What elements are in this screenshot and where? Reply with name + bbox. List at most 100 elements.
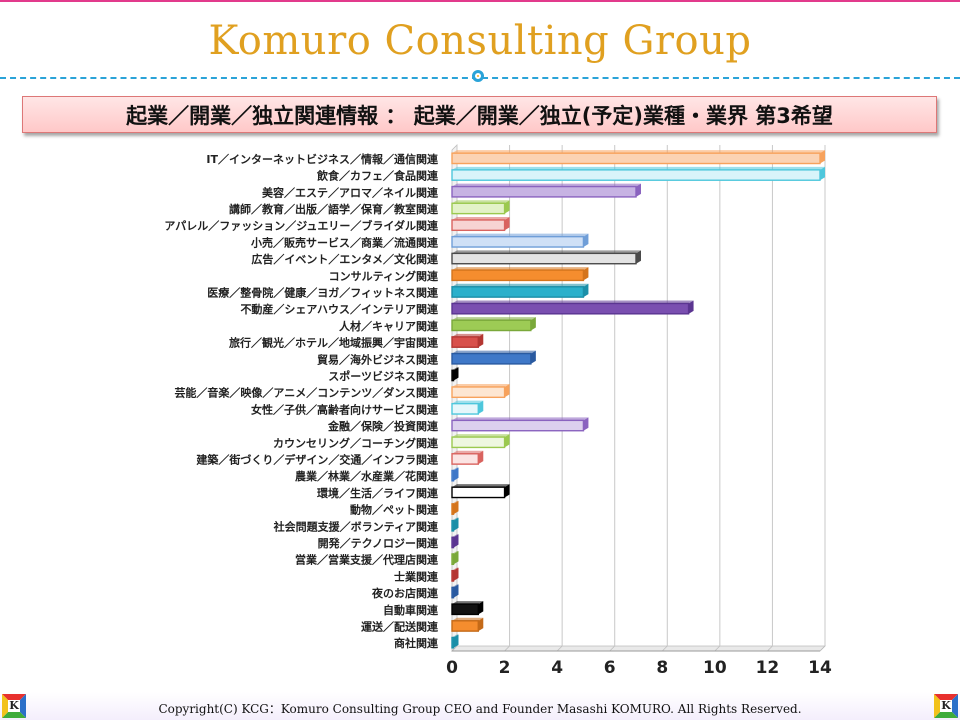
bar-top <box>452 183 641 187</box>
category-label: 飲食／カフェ／食品関連 <box>316 169 439 183</box>
bar-face <box>451 302 690 315</box>
category-label: カウンセリング／コーチング関連 <box>273 436 439 450</box>
gridline-foot <box>767 645 773 652</box>
top-accent-band <box>0 0 960 12</box>
bar-top <box>452 601 484 605</box>
bar-face <box>451 185 637 198</box>
bar-side <box>478 333 484 348</box>
bar-top <box>452 333 484 337</box>
bar-side <box>453 367 459 381</box>
bar-face <box>451 553 455 566</box>
bar <box>451 283 589 298</box>
bar-face <box>451 536 455 549</box>
category-label: 自動車関連 <box>383 603 439 617</box>
bar <box>451 216 510 232</box>
category-label: 建築／街づくり／デザイン／交通／インフラ関連 <box>196 452 439 466</box>
bar <box>451 467 459 482</box>
x-tick-label: 8 <box>656 658 668 678</box>
bar <box>451 150 825 165</box>
bar <box>451 450 484 465</box>
footer-bar <box>0 692 960 720</box>
bar-top <box>452 200 510 204</box>
category-label: 開発／テクノロジー関連 <box>318 536 439 550</box>
bar-side <box>504 434 510 448</box>
bar-side <box>453 467 459 481</box>
bar-side <box>688 300 694 314</box>
bar-face <box>451 319 532 332</box>
bar-top <box>452 534 459 538</box>
bar-top <box>452 517 459 521</box>
bar-top <box>452 317 536 321</box>
bar-face <box>451 152 821 165</box>
x-tick-label: 10 <box>703 658 727 678</box>
bar-top <box>452 250 641 254</box>
bar-side <box>530 317 536 331</box>
bar-face <box>451 419 585 432</box>
bar <box>451 333 484 348</box>
logo-letter: K <box>8 699 20 712</box>
bar-face <box>451 503 455 515</box>
bar-top <box>452 216 510 220</box>
bar <box>451 300 694 315</box>
category-label: 運送／配送関連 <box>361 619 439 633</box>
bar-face <box>451 369 455 382</box>
bar-face <box>451 386 506 399</box>
bar-face <box>451 453 479 465</box>
bar-face <box>451 486 506 499</box>
bar <box>451 250 641 265</box>
bar <box>451 517 459 532</box>
category-label: 士業関連 <box>394 569 439 583</box>
bar-top <box>452 500 459 504</box>
bar-top <box>452 484 510 488</box>
bar-face <box>451 235 585 248</box>
bar-side <box>478 617 484 632</box>
page-title: Komuro Consulting Group <box>208 18 752 64</box>
bar-side <box>453 517 459 531</box>
category-label: コンサルティング関連 <box>329 269 439 283</box>
bar-face <box>451 436 506 449</box>
bar-side <box>504 200 510 214</box>
bar-side <box>478 450 484 465</box>
category-label: 医療／整骨院／健康／ヨガ／フィットネス関連 <box>207 285 439 299</box>
bar-side <box>478 601 484 615</box>
category-label: スポーツビジネス関連 <box>328 369 439 383</box>
bar <box>451 434 510 449</box>
kcg-logo-left-icon: K <box>2 694 26 718</box>
bar-side <box>583 267 589 281</box>
bar-face <box>451 252 637 265</box>
gridline-foot <box>451 645 458 652</box>
bar-face <box>451 402 479 415</box>
logo-letter: K <box>940 699 952 712</box>
bar-side <box>583 283 589 298</box>
category-label: 芸能／音楽／映像／アニメ／コンテンツ／ダンス関連 <box>174 386 439 400</box>
bar-face <box>451 269 585 282</box>
bar-face <box>451 519 455 532</box>
category-label: 女性／子供／高齢者向けサービス関連 <box>251 402 439 416</box>
x-tick-label: 0 <box>446 658 458 678</box>
category-label: 人材／キャリア関連 <box>339 319 439 333</box>
bar-top <box>452 434 510 438</box>
category-label: 不動産／シェアハウス／インテリア関連 <box>240 302 439 316</box>
bar-top <box>452 350 536 354</box>
bar-chart: 0 2 4 6 8 10 12 14 IT／インターネットビジネス／情報／通信関連飲食／カフェ／… <box>164 144 832 678</box>
bar-side <box>504 484 510 498</box>
bar-side <box>504 383 510 398</box>
bar <box>451 383 510 399</box>
bar-face <box>451 636 455 649</box>
x-tick-label: 12 <box>756 658 780 678</box>
bar-top <box>452 166 825 170</box>
bar <box>451 233 589 248</box>
bar-side <box>504 216 510 231</box>
bar-top <box>452 150 825 154</box>
bar-top <box>452 567 459 571</box>
bar-top <box>452 400 484 404</box>
bar-face <box>451 603 479 616</box>
x-tick-label: 6 <box>604 658 616 678</box>
gridline-foot <box>609 645 615 652</box>
bar-side <box>453 567 459 582</box>
bar-side <box>636 250 641 264</box>
category-label: アパレル／ファッション／ジュエリー／ブライダル関連 <box>164 219 439 233</box>
bar-top <box>452 550 459 554</box>
bar <box>451 200 510 215</box>
bar-face <box>451 202 506 215</box>
